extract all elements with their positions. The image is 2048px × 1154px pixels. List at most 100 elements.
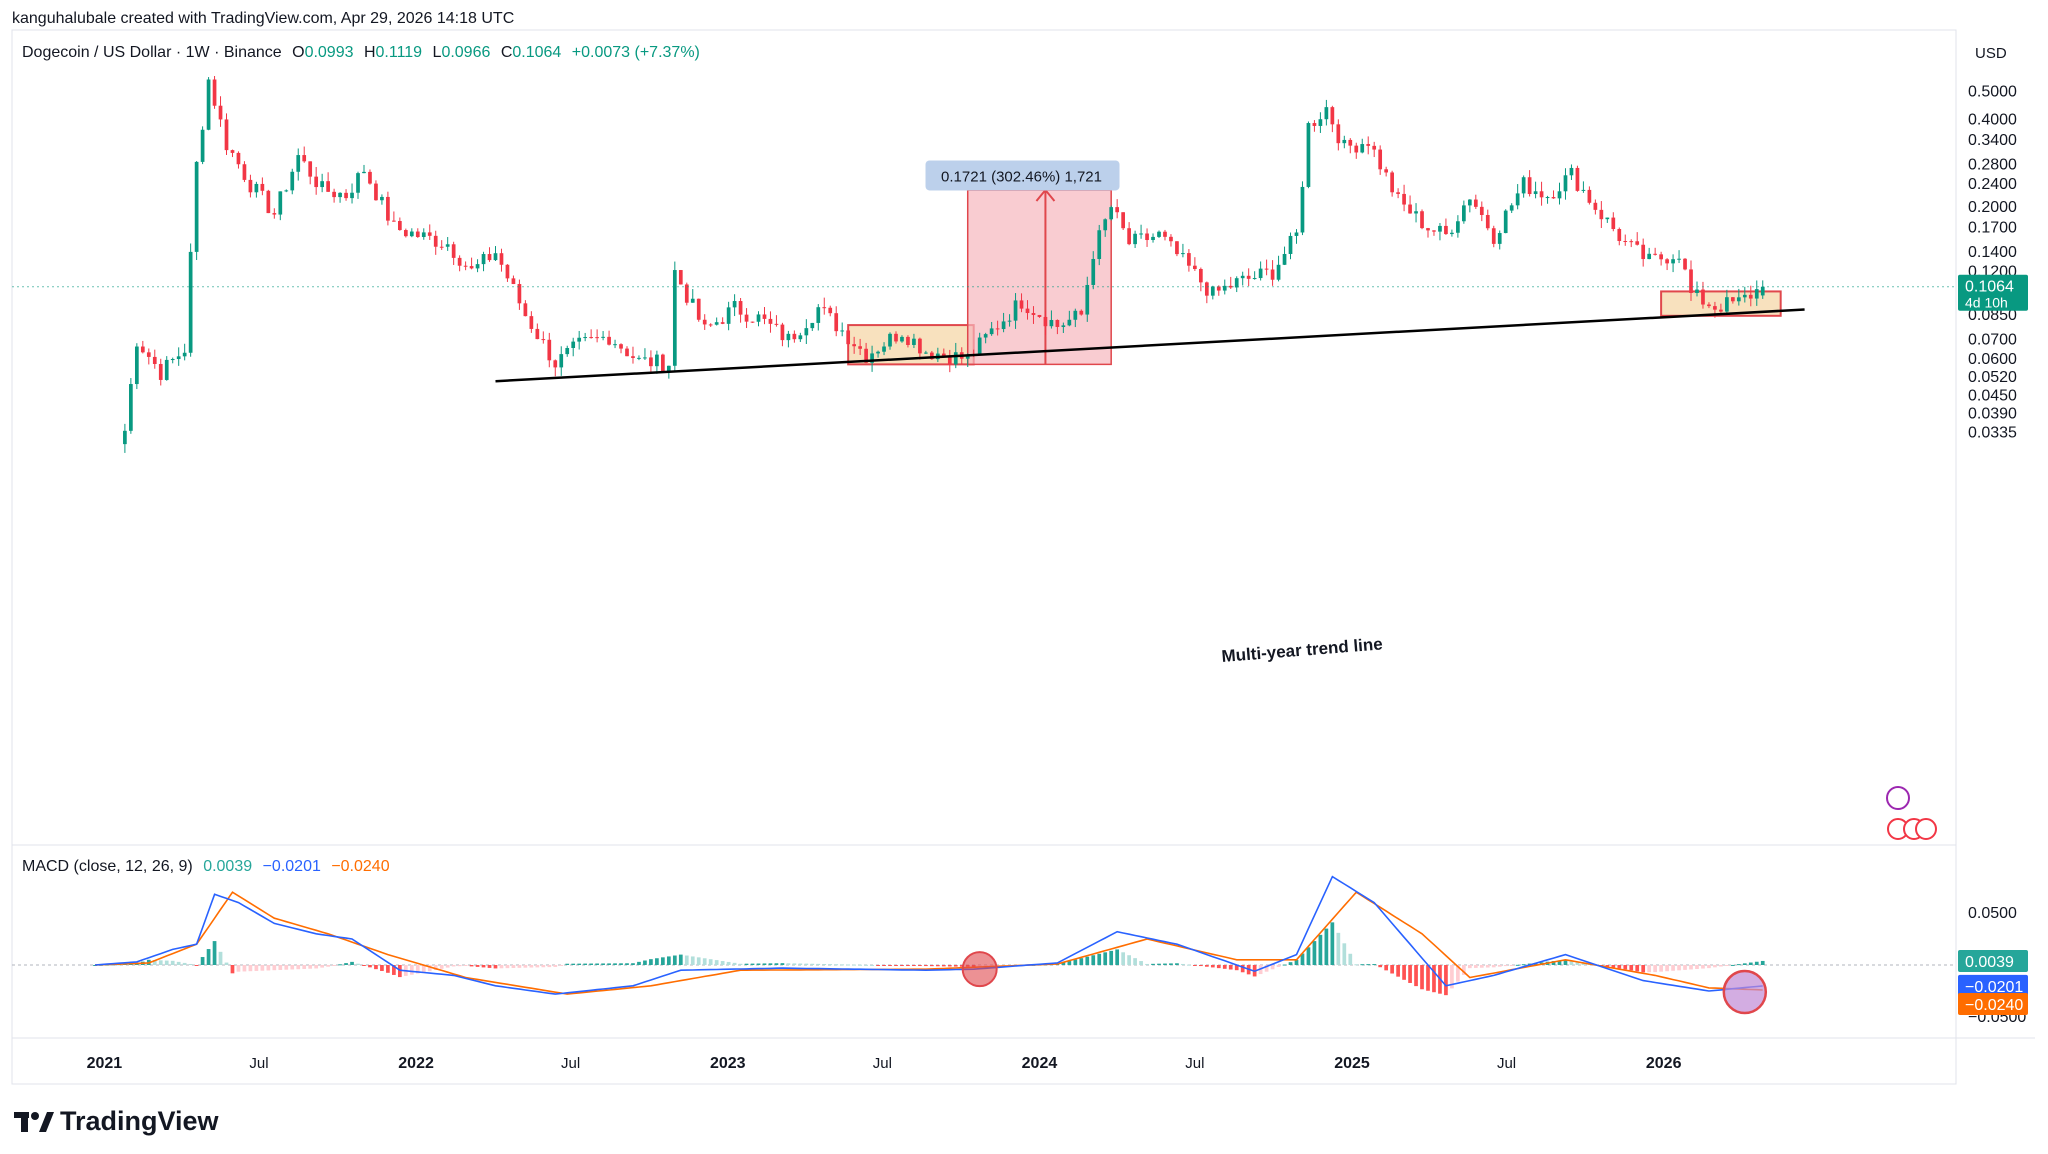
macd-histogram-bar <box>248 965 253 972</box>
macd-histogram-bar <box>1707 965 1711 969</box>
macd-histogram-bar <box>756 963 761 965</box>
macd-line <box>94 875 1763 995</box>
candle-body <box>1533 191 1538 195</box>
candle-body <box>433 235 438 247</box>
candle-body <box>1497 233 1502 244</box>
macd-histogram-bar <box>1551 961 1556 965</box>
candle-body <box>1025 308 1030 314</box>
candle-body <box>666 365 671 372</box>
macd-histogram-bar <box>439 965 444 969</box>
macd-histogram-bar <box>894 965 898 966</box>
candle-body <box>469 266 474 269</box>
macd-histogram-bar <box>1109 950 1114 965</box>
macd-histogram-bar <box>690 956 695 965</box>
candle-body <box>1748 294 1753 299</box>
candle-body <box>1336 124 1341 144</box>
macd-histogram-bar <box>583 963 588 965</box>
candle-body <box>708 324 713 326</box>
price-tick-label: 0.5000 <box>1968 84 2017 101</box>
symbol-title: Dogecoin / US Dollar · 1W · Binance <box>22 44 282 61</box>
candle-body <box>1623 241 1628 243</box>
macd-histogram-bar <box>1719 965 1723 967</box>
macd-histogram-bar <box>457 965 462 967</box>
macd-histogram-bar <box>1736 964 1741 966</box>
candle-body <box>1438 225 1442 232</box>
candle-body <box>804 328 809 336</box>
candle-body <box>1551 197 1556 199</box>
candle-body <box>547 339 552 361</box>
macd-histogram-bar <box>607 963 611 965</box>
macd-histogram-bar <box>212 941 217 965</box>
candle-body <box>762 314 767 319</box>
macd-histogram-bar <box>463 965 468 966</box>
candle-body <box>218 105 223 120</box>
candle-body <box>643 357 647 359</box>
macd-histogram-bar <box>1677 965 1681 971</box>
macd-histogram-bar <box>643 960 647 965</box>
macd-histogram-bar <box>254 965 259 971</box>
macd-hist-value: 0.0039 <box>1965 954 2014 971</box>
candle-body <box>1228 285 1233 288</box>
macd-histogram-bar <box>1198 965 1203 967</box>
macd-histogram-bar <box>565 963 570 965</box>
candle-body <box>1354 145 1359 153</box>
macd-histogram-bar <box>1420 965 1424 990</box>
candle-body <box>1306 123 1311 187</box>
macd-histogram-bar <box>1635 965 1640 972</box>
macd-histogram-bar <box>529 965 534 968</box>
candle-body <box>140 346 145 353</box>
macd-histogram-bar <box>188 963 193 965</box>
candle-body <box>690 298 695 303</box>
macd-histogram-bar <box>768 963 773 965</box>
macd-histogram-bar <box>786 963 791 965</box>
candle-body <box>1575 167 1580 191</box>
close-value: 0.1064 <box>512 44 562 61</box>
candle-body <box>983 334 988 338</box>
macd-histogram-bar <box>1713 965 1717 968</box>
measure-box <box>966 189 1112 366</box>
candle-body <box>1073 310 1078 320</box>
candle-body <box>1473 199 1478 207</box>
macd-histogram-bar <box>386 965 390 973</box>
candle-body <box>1587 189 1592 203</box>
macd-histogram-bar <box>1396 965 1400 977</box>
macd-histogram-bar <box>1175 963 1179 965</box>
candle-body <box>1593 202 1598 210</box>
candle-body <box>463 265 468 267</box>
candle-body <box>350 192 354 199</box>
macd-signal-legend: −0.0240 <box>331 858 390 875</box>
macd-hist-badge <box>1958 949 2028 972</box>
tradingview-logo[interactable]: TradingView <box>14 1106 219 1137</box>
macd-histogram-bar <box>1288 962 1293 965</box>
event-icons <box>1886 786 1937 840</box>
candle-body <box>1653 253 1657 255</box>
candle-body <box>1091 258 1096 285</box>
candle-body <box>1109 207 1114 220</box>
macd-histogram-bar <box>272 965 277 971</box>
candle-body <box>947 355 952 365</box>
low-label: L <box>432 44 442 61</box>
candle-body <box>1001 321 1006 330</box>
macd-histogram-bar <box>505 965 510 969</box>
macd-histogram-bar <box>804 963 809 965</box>
macd-histogram-bar <box>1742 963 1747 965</box>
candle-body <box>714 322 719 325</box>
macd-histogram-bar <box>1306 947 1311 965</box>
macd-histogram-bar <box>714 960 719 965</box>
candle-body <box>427 232 432 236</box>
macd-histogram-bar <box>1456 965 1460 982</box>
macd-histogram-bar <box>953 965 958 967</box>
macd-histogram-bar <box>182 962 187 965</box>
candle-body <box>1216 286 1221 291</box>
tradingview-logo-text: TradingView <box>60 1106 219 1136</box>
macd-histogram-bar <box>290 965 295 970</box>
candle-body <box>487 254 492 261</box>
candle-body <box>977 337 982 355</box>
macd-histogram-bar <box>433 965 438 970</box>
candle-body <box>1270 269 1275 280</box>
macd-histogram-bar <box>1402 965 1406 980</box>
candle-body <box>1725 297 1729 312</box>
candle-body <box>1689 269 1693 294</box>
macd-histogram-bar <box>374 965 378 970</box>
